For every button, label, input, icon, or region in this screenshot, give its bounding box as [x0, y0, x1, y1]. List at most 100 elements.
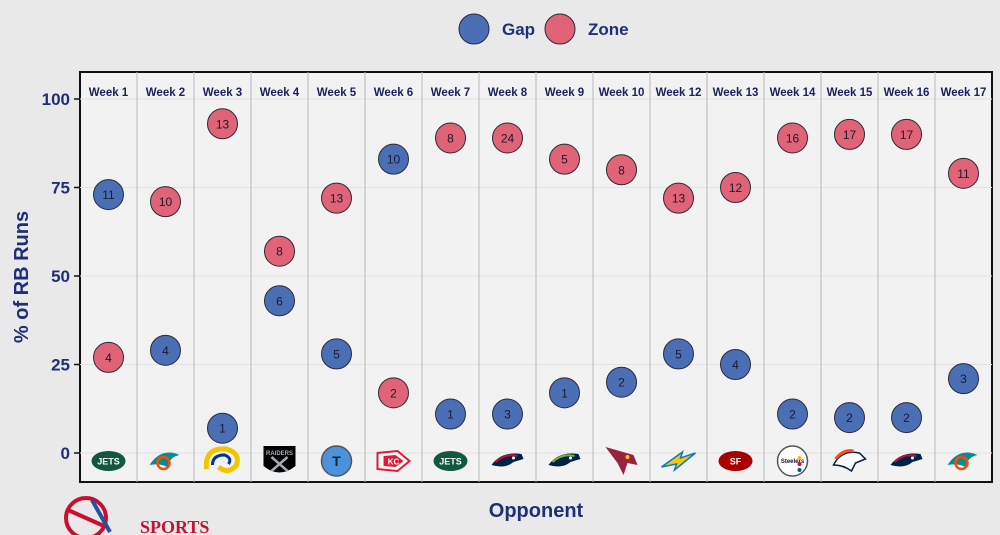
zone-point [834, 118, 865, 150]
broncos-logo [832, 449, 867, 473]
gap-point [777, 398, 808, 430]
zone-point [720, 172, 751, 203]
week-label: Week 14 [770, 87, 816, 99]
legend-zone-label: Zone [588, 20, 629, 39]
zone-count-label: 8 [276, 245, 283, 259]
week-label: Week 12 [656, 87, 702, 99]
raiders-logo: RAIDERS [263, 446, 296, 473]
legend-zone-marker [544, 13, 576, 45]
gap-count-label: 2 [903, 411, 910, 425]
jets-logo: JETS [91, 451, 126, 471]
week-label: Week 8 [488, 87, 528, 99]
gap-point [264, 285, 295, 317]
gap-point [321, 338, 352, 370]
chargers-logo [661, 450, 696, 473]
y-axis-title: % of RB Runs [11, 211, 33, 343]
gap-point [891, 402, 922, 434]
opponent-logos: JETS RAIDERS T KC JETS SF Steelers [91, 445, 978, 477]
svg-text:Steelers: Steelers [781, 459, 805, 465]
gap-point [93, 179, 124, 211]
svg-text:JETS: JETS [439, 457, 462, 467]
patriots-logo [890, 453, 923, 467]
svg-text:RAIDERS: RAIDERS [266, 451, 293, 457]
zone-point [777, 122, 808, 154]
zone-point [891, 118, 922, 150]
y-tick-label: 100 [42, 90, 70, 109]
gap-count-label: 1 [561, 386, 568, 400]
zone-count-label: 17 [843, 128, 857, 142]
gap-point [378, 143, 409, 175]
zone-point [378, 377, 409, 409]
gap-point [549, 377, 580, 409]
week-label: Week 2 [146, 87, 185, 99]
gap-count-label: 2 [618, 376, 625, 390]
week-label: Week 10 [599, 87, 645, 99]
steelers-logo: Steelers [776, 445, 809, 477]
watermark-text: SPORTS [140, 517, 209, 535]
week-label: Week 4 [260, 87, 300, 99]
gap-count-label: 4 [732, 358, 739, 372]
gap-count-label: 1 [219, 422, 226, 436]
gap-count-label: 3 [960, 372, 967, 386]
gap-point [663, 338, 694, 370]
patriots-logo [491, 453, 524, 467]
gap-point [720, 349, 751, 380]
49ers-logo: SF [718, 451, 753, 471]
zone-point [321, 182, 352, 214]
svg-text:KC: KC [388, 458, 400, 467]
zone-count-label: 13 [330, 192, 344, 206]
zone-count-label: 24 [501, 131, 515, 145]
zone-point [948, 157, 979, 189]
dolphins-logo [149, 452, 180, 471]
zone-point [492, 122, 523, 154]
chiefs-logo: KC [376, 449, 412, 473]
week-label: Week 1 [89, 87, 129, 99]
zone-point [435, 122, 466, 154]
gap-count-label: 4 [162, 344, 169, 358]
zone-point [207, 108, 238, 140]
zone-point [264, 235, 295, 267]
week-label: Week 16 [884, 87, 930, 99]
y-tick-label: 0 [61, 444, 70, 463]
zone-point [606, 154, 637, 186]
seahawks-logo [548, 453, 581, 467]
zone-count-label: 11 [957, 167, 970, 181]
zone-count-label: 2 [390, 386, 397, 400]
rams-logo [203, 446, 240, 473]
gap-count-label: 1 [447, 408, 454, 422]
week-label: Week 7 [431, 87, 470, 99]
gap-count-label: 11 [102, 188, 115, 202]
titans-logo: T [320, 445, 353, 477]
week-label: Week 6 [374, 87, 413, 99]
cardinals-logo [605, 447, 638, 475]
y-axis: 0 25 50 75 100 [42, 90, 80, 463]
gap-count-label: 3 [504, 408, 511, 422]
gap-point [150, 334, 181, 366]
week-label: Week 15 [827, 87, 873, 99]
dolphins-logo [947, 452, 978, 471]
zone-count-label: 8 [447, 131, 454, 145]
legend: Gap Zone [458, 13, 629, 45]
jets-logo: JETS [433, 451, 468, 471]
zone-count-label: 5 [561, 153, 568, 167]
zone-count-label: 8 [618, 163, 625, 177]
zone-count-label: 16 [786, 131, 800, 145]
gap-count-label: 10 [387, 153, 401, 167]
gap-point [492, 398, 523, 430]
week-label: Week 17 [941, 87, 987, 99]
y-tick-label: 25 [51, 356, 70, 375]
gap-point [948, 363, 979, 395]
x-axis-title: Opponent [489, 500, 584, 522]
gap-count-label: 2 [789, 408, 796, 422]
gap-count-label: 6 [276, 294, 283, 308]
zone-point [549, 143, 580, 175]
zone-count-label: 10 [159, 195, 173, 209]
gap-point [207, 412, 238, 444]
svg-text:JETS: JETS [97, 457, 120, 467]
y-tick-label: 50 [51, 267, 70, 286]
zone-count-label: 13 [672, 192, 686, 206]
zone-count-label: 13 [216, 117, 230, 131]
zone-point [663, 182, 694, 214]
